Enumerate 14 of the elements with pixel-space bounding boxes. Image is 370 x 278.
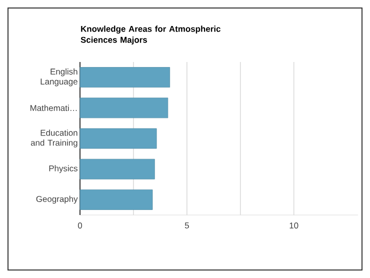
bar bbox=[80, 128, 157, 149]
y-tick-label: English Language bbox=[40, 68, 78, 86]
chart-title: Knowledge Areas for Atmospheric Sciences Majors bbox=[80, 26, 220, 44]
bar bbox=[80, 67, 170, 88]
y-tick-label: Education and Training bbox=[30, 130, 78, 148]
x-tick-label: 0 bbox=[78, 222, 82, 229]
y-tick-label: Mathemati… bbox=[30, 104, 77, 112]
bar bbox=[80, 190, 153, 210]
bar bbox=[80, 98, 168, 118]
bar bbox=[80, 158, 155, 180]
x-tick-label: 10 bbox=[290, 222, 298, 229]
y-tick-label: Geography bbox=[36, 196, 78, 204]
y-tick-label: Physics bbox=[49, 165, 78, 174]
x-tick-label: 5 bbox=[184, 222, 189, 228]
